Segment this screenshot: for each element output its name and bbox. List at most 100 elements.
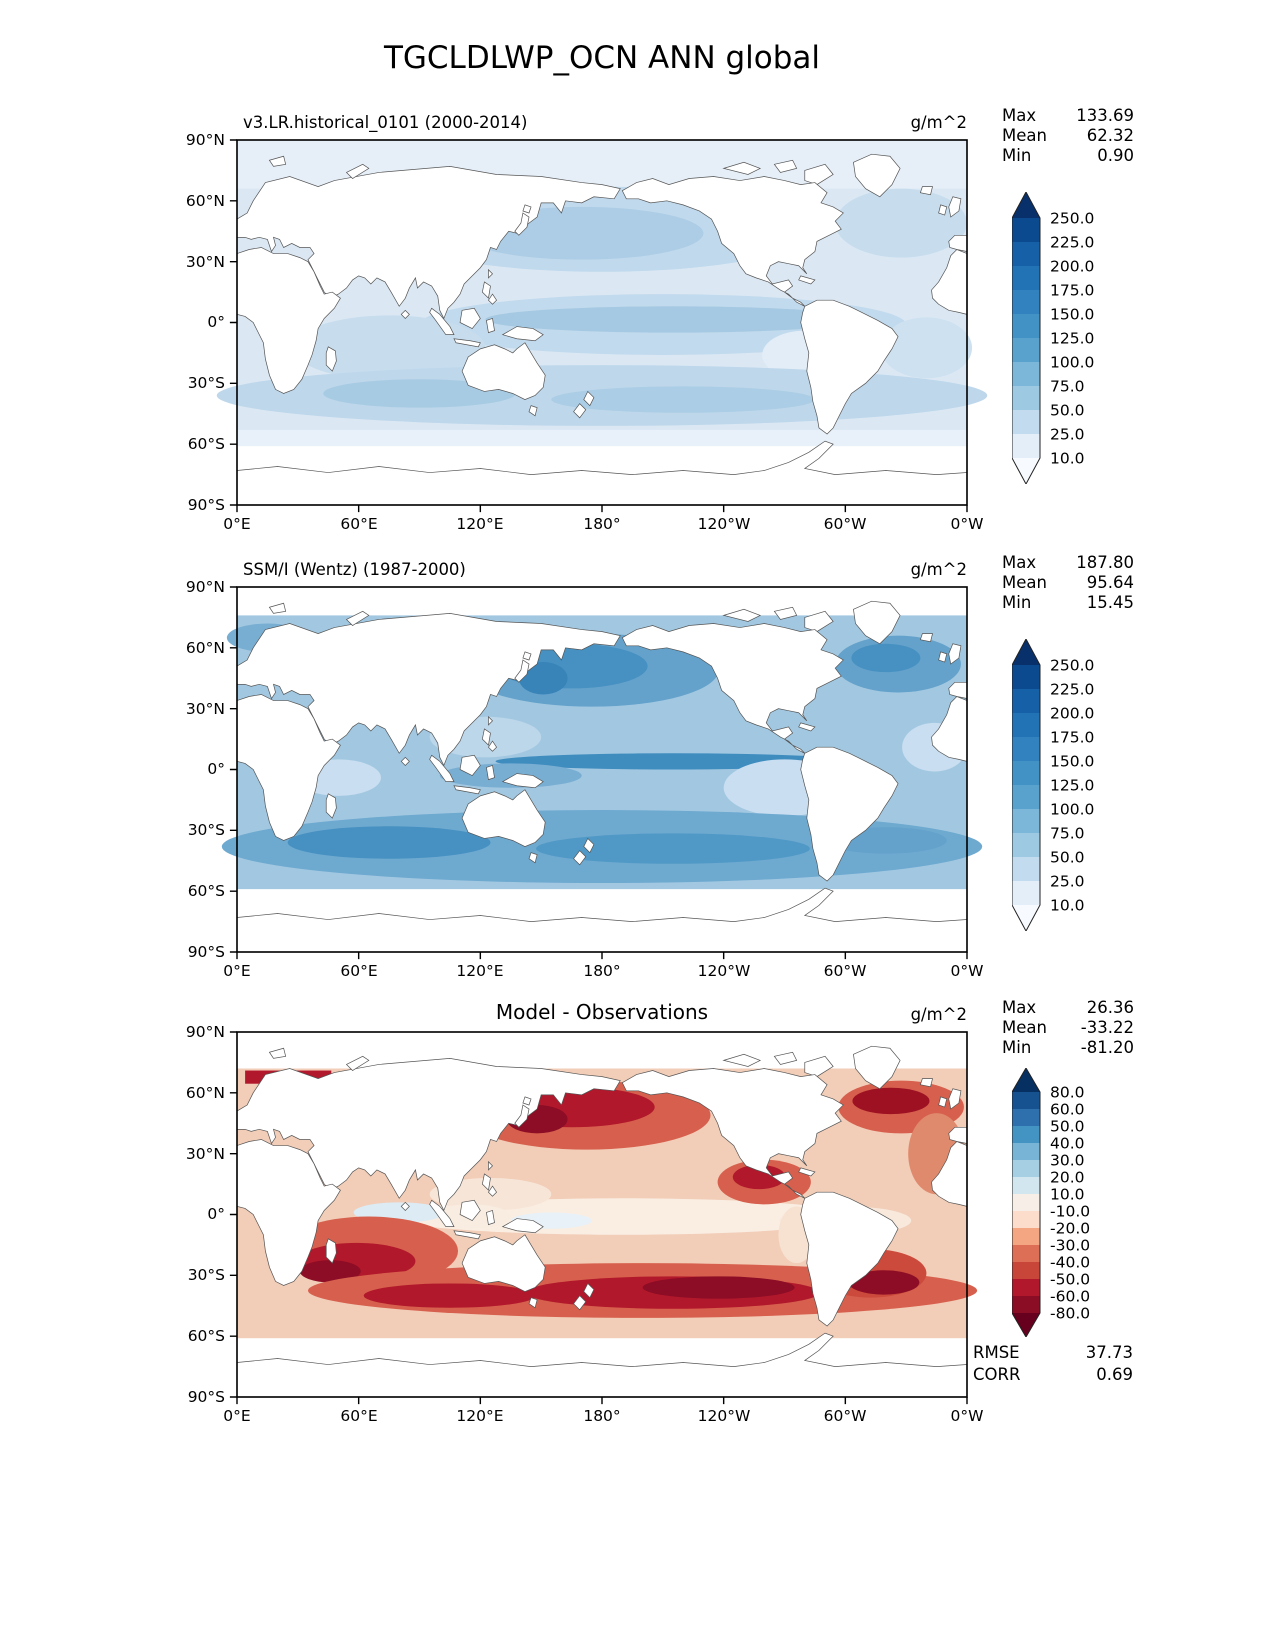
stat-mean-label: Mean [1002, 573, 1047, 593]
axis-tick-label: 120°W [697, 962, 751, 980]
colorbar-tick-label: 75.0 [1050, 825, 1085, 843]
axis-tick-label: 60°W [823, 1407, 867, 1425]
colorbar-tick-label: 50.0 [1050, 849, 1085, 867]
obs-units: g/m^2 [910, 560, 967, 579]
colorbar-tick-label: 25.0 [1050, 873, 1085, 891]
colorbar-tick-label: 125.0 [1050, 777, 1094, 795]
model-units: g/m^2 [910, 113, 967, 132]
axis-tick-label: 0°W [950, 962, 984, 980]
stat-mean-value: 62.32 [1086, 126, 1134, 146]
axis-tick-label: 90°S [187, 1388, 225, 1406]
colorbar-tick-label: 80.0 [1050, 1084, 1085, 1102]
axis-tick-label: 90°N [185, 131, 225, 149]
axis-tick-label: 30°N [185, 253, 225, 271]
axis-tick-label: 60°E [340, 515, 378, 533]
axis-tick-label: 180° [583, 962, 621, 980]
stat-max-label: Max [1002, 998, 1037, 1017]
diff-map [229, 1031, 978, 1405]
colorbar-tick-label: -20.0 [1050, 1220, 1090, 1238]
axis-tick-label: 60°S [187, 435, 225, 453]
colorbar-tick-label: 150.0 [1050, 753, 1094, 771]
axis-tick-label: 30°S [187, 821, 225, 839]
colorbar-tick-label: 175.0 [1050, 282, 1094, 300]
colorbar-tick-label: 100.0 [1050, 354, 1094, 372]
colorbar-tick-label: -80.0 [1050, 1305, 1090, 1323]
colorbar-tick-label: 20.0 [1050, 1169, 1085, 1187]
stat-max-value: 26.36 [1086, 998, 1134, 1017]
colorbar-tick-label: 10.0 [1050, 897, 1085, 915]
axis-tick-label: 60°W [823, 962, 867, 980]
colorbar-tick-label: 25.0 [1050, 426, 1085, 444]
colorbar-tick-label: 10.0 [1050, 450, 1085, 468]
diff-extra-stats: RMSE 37.73 CORR 0.69 [973, 1342, 1133, 1387]
axis-tick-label: 120°W [697, 515, 751, 533]
axis-tick-label: 90°S [187, 496, 225, 514]
axis-tick-label: 60°S [187, 1327, 225, 1345]
panel-observations: SSM/I (Wentz) (1987-2000) g/m^2 [0, 551, 1275, 1011]
axis-tick-label: 30°S [187, 1266, 225, 1284]
stat-max-label: Max [1002, 106, 1037, 125]
stat-corr-label: CORR [973, 1365, 1021, 1385]
diff-stats: Max 26.36 Mean -33.22 Min -81.20 [1002, 998, 1134, 1058]
diff-map-area: 90°N 60°N 30°N 0° 30°S 60°S 90°S 0°E 60°E 120°E 1… [186, 1023, 984, 1425]
colorbar-tick-label: 200.0 [1050, 258, 1094, 276]
colorbar-tick-label: 175.0 [1050, 729, 1094, 747]
axis-tick-label: 60°E [340, 962, 378, 980]
colorbar-tick-label: -60.0 [1050, 1288, 1090, 1306]
colorbar-tick-label: 10.0 [1050, 1186, 1085, 1204]
colorbar-tick-label: 250.0 [1050, 210, 1094, 228]
colorbar-tick-label: 125.0 [1050, 330, 1094, 348]
obs-map-area: 90°N 60°N 30°N 0° 30°S 60°S 90°S 0°E 60°E 120°E 1… [186, 578, 984, 980]
stat-min-value: 0.90 [1097, 146, 1134, 166]
colorbar-tick-label: 250.0 [1050, 657, 1094, 675]
stat-min-value: 15.45 [1086, 593, 1134, 613]
diff-lat-axis: 90°N 60°N 30°N 0° 30°S 60°S 90°S [157, 1023, 231, 1406]
model-stats: Max 133.69 Mean 62.32 Min 0.90 [1002, 106, 1134, 166]
axis-tick-label: 120°E [456, 1407, 504, 1425]
colorbar-tick-label: 150.0 [1050, 306, 1094, 324]
axis-tick-label: 0° [207, 760, 225, 778]
axis-tick-label: 120°W [697, 1407, 751, 1425]
colorbar-tick-label: 60.0 [1050, 1101, 1085, 1119]
colorbar-tick-label: 40.0 [1050, 1135, 1085, 1153]
diff-lon-axis: 0°E 60°E 120°E 180° 120°W 60°W 0°W [223, 1403, 983, 1427]
axis-tick-label: 60°S [187, 882, 225, 900]
panel-model: v3.LR.historical_0101 (2000-2014) g/m^2 [0, 104, 1275, 564]
model-lon-axis: 0°E 60°E 120°E 180° 120°W 60°W 0°W [223, 511, 983, 535]
stat-corr-value: 0.69 [1096, 1365, 1133, 1385]
stat-mean-label: Mean [1002, 126, 1047, 146]
colorbar-tick-label: 100.0 [1050, 801, 1094, 819]
colorbar-tick-label: 50.0 [1050, 1118, 1085, 1136]
axis-tick-label: 0° [207, 1205, 225, 1223]
panel-difference: Model - Observations g/m^2 [0, 996, 1275, 1456]
stat-min-label: Min [1002, 1038, 1032, 1058]
obs-stats: Max 187.80 Mean 95.64 Min 15.45 [1002, 553, 1134, 613]
obs-subtitle: SSM/I (Wentz) (1987-2000) [243, 560, 466, 579]
axis-tick-label: 90°N [185, 578, 225, 596]
colorbar-tick-label: 225.0 [1050, 681, 1094, 699]
axis-tick-label: 60°E [340, 1407, 378, 1425]
stat-min-value: -81.20 [1080, 1038, 1134, 1058]
model-lat-axis: 90°N 60°N 30°N 0° 30°S 60°S 90°S [157, 131, 231, 514]
axis-tick-label: 0° [207, 313, 225, 331]
axis-tick-label: 0°E [223, 1407, 251, 1425]
diff-units: g/m^2 [910, 1005, 967, 1024]
axis-tick-label: 30°S [187, 374, 225, 392]
stat-min-label: Min [1002, 146, 1032, 166]
axis-tick-label: 60°N [185, 1084, 225, 1102]
axis-tick-label: 180° [583, 515, 621, 533]
axis-tick-label: 30°N [185, 1145, 225, 1163]
axis-tick-label: 180° [583, 1407, 621, 1425]
axis-tick-label: 30°N [185, 700, 225, 718]
colorbar-tick-label: 225.0 [1050, 234, 1094, 252]
axis-tick-label: 90°N [185, 1023, 225, 1041]
model-map [216, 139, 988, 513]
colorbar-tick-label: -30.0 [1050, 1237, 1090, 1255]
diff-colorbar: 80.060.050.040.030.020.010.0-10.0-20.0-3… [1012, 1068, 1090, 1337]
colorbar-tick-label: 200.0 [1050, 705, 1094, 723]
obs-lat-axis: 90°N 60°N 30°N 0° 30°S 60°S 90°S [157, 578, 231, 961]
axis-tick-label: 60°N [185, 639, 225, 657]
stat-max-value: 133.69 [1076, 106, 1134, 125]
obs-map [221, 586, 983, 960]
colorbar-tick-label: -40.0 [1050, 1254, 1090, 1272]
